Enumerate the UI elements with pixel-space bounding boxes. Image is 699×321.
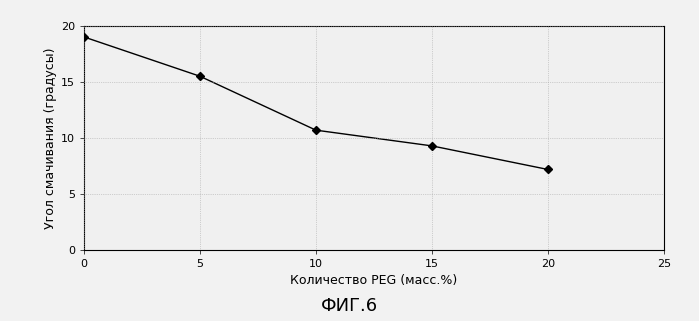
Y-axis label: Угол смачивания (градусы): Угол смачивания (градусы) [43,47,57,229]
X-axis label: Количество PEG (масс.%): Количество PEG (масс.%) [290,273,458,287]
Text: ФИГ.6: ФИГ.6 [321,297,378,315]
